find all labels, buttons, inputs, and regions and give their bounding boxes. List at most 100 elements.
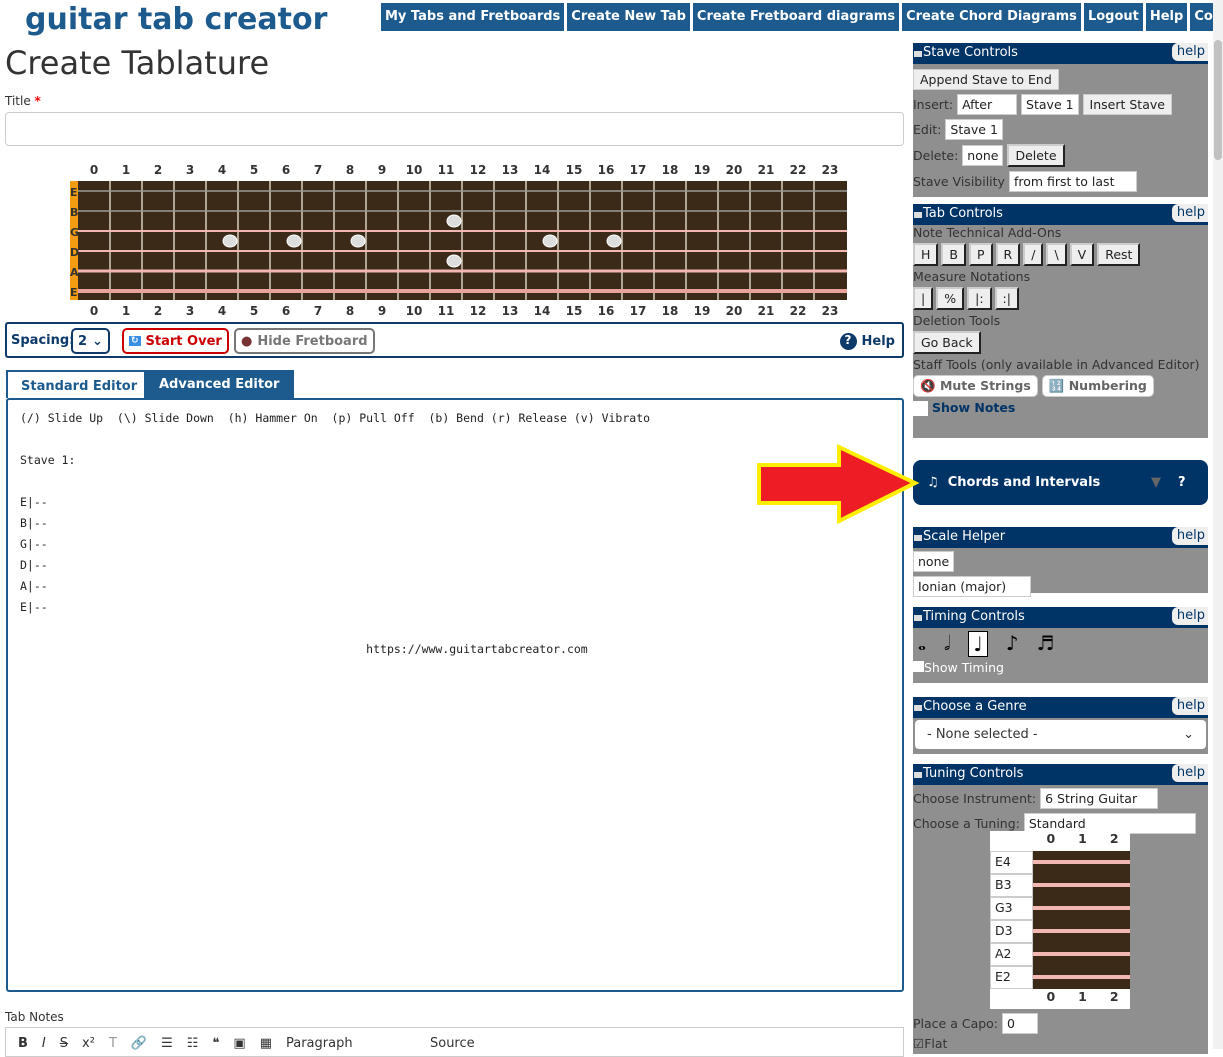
fret-number: 14	[533, 163, 551, 177]
delete-stave-select[interactable]: none	[962, 145, 1004, 166]
stave-visibility-select[interactable]: from first to last	[1008, 171, 1137, 192]
help-link[interactable]: help	[1171, 697, 1208, 715]
nav-fretboard-diagrams[interactable]: Create Fretboard diagrams	[692, 3, 900, 31]
flat-checkbox[interactable]: ☑	[913, 1036, 925, 1051]
addon-button[interactable]: /	[1023, 243, 1044, 266]
measure-button[interactable]: |	[913, 287, 934, 310]
nav-help[interactable]: Help	[1145, 3, 1188, 31]
edit-stave-select[interactable]: Stave 1	[945, 119, 1003, 140]
scale-root-select[interactable]: none	[913, 551, 955, 572]
table-icon[interactable]: ▦	[259, 1036, 272, 1051]
panel-title: Timing Controls	[923, 609, 1025, 624]
whole-note-icon[interactable]: 𝅝	[918, 631, 926, 655]
tuning-fret-numbers-bottom: 0 1 2	[990, 989, 1130, 1009]
genre-select[interactable]: - None selected - ⌄	[915, 720, 1206, 749]
start-over-button[interactable]: ↻ Start Over	[122, 328, 229, 354]
measure-button[interactable]: %	[936, 287, 965, 310]
nav-my-tabs[interactable]: My Tabs and Fretboards	[381, 3, 565, 31]
fret-number: 10	[405, 163, 423, 177]
refresh-icon: ↻	[129, 336, 141, 346]
chords-help[interactable]: ?	[1178, 475, 1186, 490]
addon-button[interactable]: V	[1069, 243, 1095, 266]
nav-logout[interactable]: Logout	[1083, 3, 1143, 31]
dropdown-triangle-icon[interactable]: ▼	[1151, 475, 1161, 490]
fret-number: 2	[1109, 989, 1119, 1004]
fret-number: 18	[661, 163, 679, 177]
title-input[interactable]	[5, 112, 904, 146]
measure-button[interactable]: :|	[994, 287, 1019, 310]
tuning-label: Choose a Tuning:	[913, 816, 1020, 831]
half-note-icon[interactable]: 𝅗𝅥	[943, 631, 951, 655]
fret-number: 17	[629, 304, 647, 318]
image-icon[interactable]: ▣	[233, 1036, 246, 1051]
addon-button[interactable]: H	[913, 243, 939, 266]
rich-text-toolbar: B I S x² T 🔗 ☰ ☷ ❝ ▣ ▦ Paragraph Source	[5, 1027, 904, 1057]
addon-button[interactable]: Rest	[1097, 243, 1141, 266]
scrollbar-thumb[interactable]	[1214, 40, 1222, 160]
italic-button[interactable]: I	[41, 1036, 46, 1051]
go-back-button[interactable]: Go Back	[913, 331, 981, 354]
superscript-button[interactable]: x²	[82, 1036, 95, 1051]
spacing-select[interactable]: 2 ⌄	[71, 328, 110, 354]
insert-position-select[interactable]: After	[957, 94, 1018, 115]
help-link[interactable]: help	[1171, 204, 1208, 222]
string-tuning-select[interactable]: G3	[990, 897, 1033, 920]
nav-chord-diagrams[interactable]: Create Chord Diagrams	[902, 3, 1081, 31]
string-tuning-select[interactable]: E4	[990, 851, 1033, 874]
help-link[interactable]: help	[1171, 43, 1208, 61]
scale-mode-select[interactable]: Ionian (major)	[913, 576, 1031, 597]
page-title: Create Tablature	[5, 44, 270, 82]
tuning-string-row: D3	[990, 920, 1130, 943]
eighth-note-icon[interactable]: ♪	[1005, 631, 1019, 655]
addon-button[interactable]: \	[1046, 243, 1067, 266]
site-logo[interactable]: guitar tab creator	[25, 2, 328, 37]
addon-button[interactable]: B	[941, 243, 966, 266]
numbering-button[interactable]: 🔢 Numbering	[1041, 375, 1154, 397]
fret-number: 21	[757, 304, 775, 318]
help-link[interactable]: help	[1171, 764, 1208, 782]
strikethrough-button[interactable]: S	[59, 1036, 69, 1051]
paragraph-select[interactable]: Paragraph	[285, 1036, 353, 1051]
sixteenth-note-icon[interactable]: ♬	[1036, 631, 1055, 655]
quarter-note-icon[interactable]: ♩	[968, 631, 988, 657]
tab-standard-editor[interactable]: Standard Editor	[6, 370, 153, 398]
help-link[interactable]: help	[1171, 607, 1208, 625]
clear-format-button[interactable]: T	[108, 1036, 117, 1051]
show-notes-checkbox[interactable]	[913, 401, 928, 416]
help-button[interactable]: ? Help	[835, 328, 900, 354]
string-tuning-select[interactable]: B3	[990, 874, 1033, 897]
page-scrollbar[interactable]	[1213, 0, 1223, 1049]
mute-strings-button[interactable]: 🔇 Mute Strings	[913, 375, 1038, 397]
string-tuning-select[interactable]: E2	[990, 966, 1033, 989]
string-tuning-select[interactable]: D3	[990, 920, 1033, 943]
flat-label: Flat	[924, 1036, 948, 1051]
music-note-icon: ♫	[927, 475, 939, 490]
instrument-select[interactable]: 6 String Guitar	[1040, 788, 1159, 809]
capo-select[interactable]: 0	[1002, 1013, 1039, 1034]
fret-number: 20	[725, 304, 743, 318]
quote-icon[interactable]: ❝	[212, 1036, 220, 1051]
tab-editor-textarea[interactable]: (/) Slide Up (\) Slide Down (h) Hammer O…	[6, 398, 904, 992]
string-tuning-select[interactable]: A2	[990, 943, 1033, 966]
fret-number: 4	[217, 304, 227, 318]
addon-button[interactable]: P	[968, 243, 993, 266]
bold-button[interactable]: B	[18, 1036, 28, 1051]
addon-button[interactable]: R	[995, 243, 1021, 266]
hide-fretboard-button[interactable]: ● Hide Fretboard	[234, 328, 375, 354]
insert-stave-select[interactable]: Stave 1	[1021, 94, 1079, 115]
numbered-list-icon[interactable]: ☷	[186, 1036, 199, 1051]
show-timing-checkbox[interactable]	[913, 661, 924, 672]
tab-advanced-editor[interactable]: Advanced Editor	[144, 370, 295, 398]
chords-intervals-button[interactable]: ♫ Chords and Intervals ▼ ?	[913, 460, 1208, 505]
nav-create-new-tab[interactable]: Create New Tab	[567, 3, 690, 31]
append-stave-button[interactable]: Append Stave to End	[913, 69, 1059, 90]
measure-button[interactable]: |:	[967, 287, 992, 310]
source-button[interactable]: Source	[429, 1036, 475, 1051]
link-icon[interactable]: 🔗	[130, 1036, 148, 1051]
delete-button[interactable]: Delete	[1007, 144, 1065, 167]
help-link[interactable]: help	[1171, 527, 1208, 545]
chevron-down-icon: ⌄	[1183, 727, 1194, 742]
insert-stave-button[interactable]: Insert Stave	[1082, 94, 1172, 115]
bullet-list-icon[interactable]: ☰	[161, 1036, 173, 1051]
